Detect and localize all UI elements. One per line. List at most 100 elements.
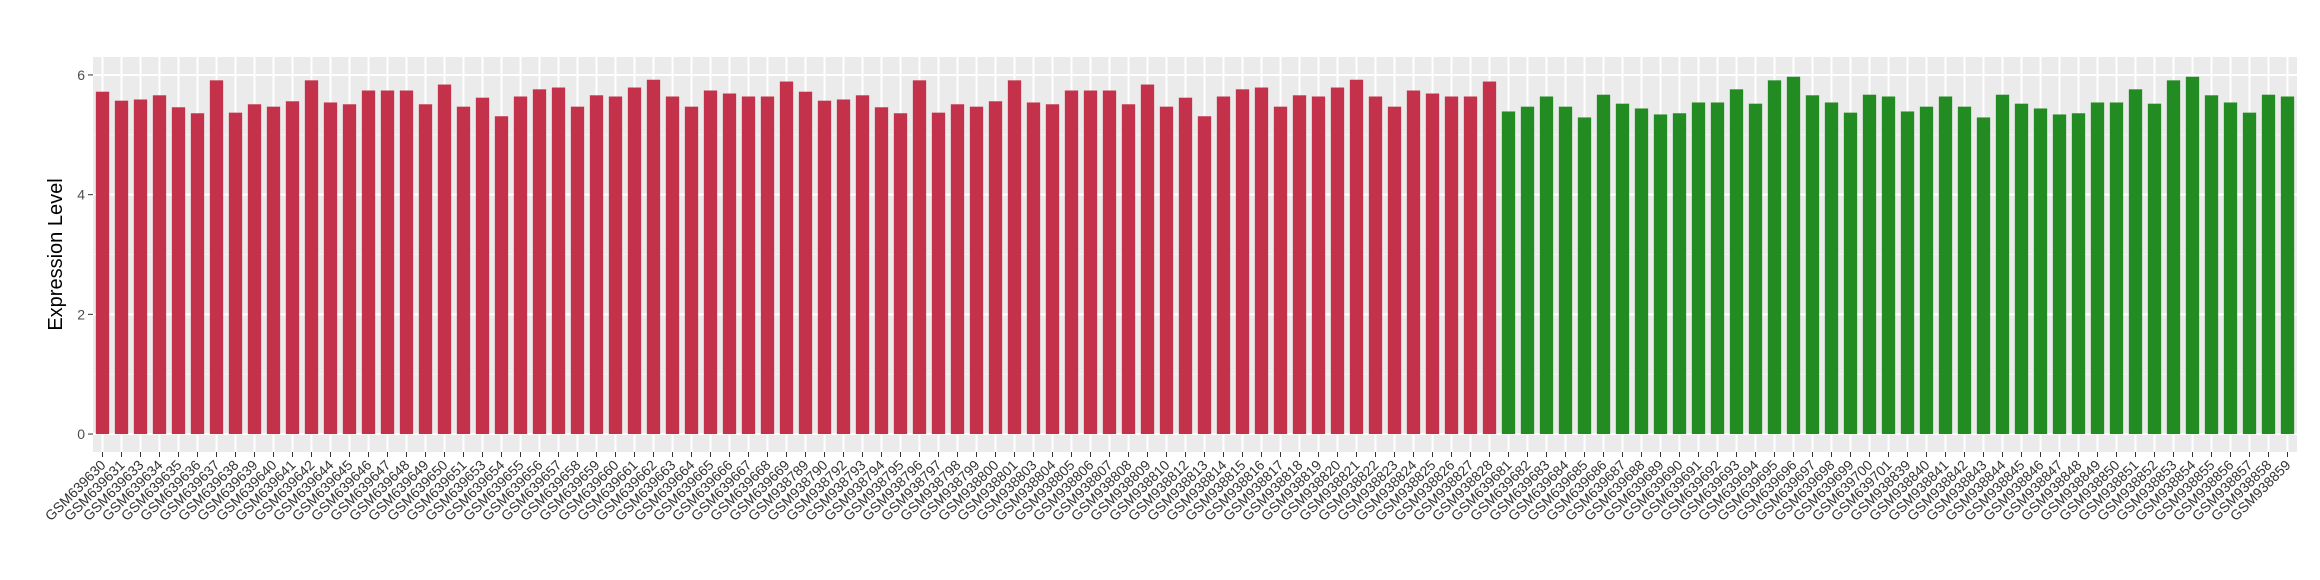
bar-GSM639683 [1539,96,1554,435]
bar-GSM938798 [950,104,965,435]
bar-GSM639689 [1653,114,1668,435]
bar-GSM938827 [1463,96,1478,435]
y-tick-label: 6 [77,67,85,83]
bar-GSM938853 [2166,80,2181,435]
bar-GSM938819 [1311,96,1326,435]
bar-GSM639692 [1710,102,1725,435]
bar-GSM938813 [1197,116,1212,435]
bar-GSM938821 [1349,79,1364,435]
bar-GSM639653 [475,97,490,435]
bar-GSM639695 [1767,80,1782,435]
bar-GSM639700 [1862,94,1877,435]
bar-GSM639697 [1805,95,1820,435]
bar-GSM639664 [684,106,699,435]
bar-GSM938825 [1425,93,1440,435]
y-axis: 0 2 4 6 [77,67,93,442]
bar-GSM938858 [2261,94,2276,435]
bar-GSM639644 [323,102,338,435]
bar-GSM639638 [228,112,243,435]
bar-GSM938854 [2185,76,2200,435]
bar-GSM639698 [1824,102,1839,435]
bar-GSM639630 [95,91,110,435]
x-axis: GSM639630GSM639631GSM639633GSM639634GSM6… [42,452,2294,524]
bar-GSM938817 [1273,106,1288,435]
bar-GSM639666 [722,93,737,435]
bar-GSM639693 [1729,89,1744,435]
bar-GSM938822 [1368,96,1383,435]
bar-GSM938810 [1159,106,1174,435]
bar-GSM938805 [1064,90,1079,435]
bar-GSM639699 [1843,112,1858,435]
bar-GSM639660 [608,96,623,435]
bar-GSM639649 [418,104,433,435]
bar-GSM639634 [152,95,167,435]
bar-GSM938792 [836,99,851,435]
bar-GSM938801 [1007,80,1022,435]
bar-GSM639646 [361,90,376,435]
bar-GSM639688 [1634,108,1649,435]
bar-GSM938790 [817,100,832,435]
bar-GSM639658 [570,106,585,435]
bar-GSM938851 [2128,89,2143,435]
bar-GSM639669 [779,81,794,435]
bar-GSM938824 [1406,90,1421,435]
bar-GSM639690 [1672,113,1687,435]
bar-GSM639684 [1558,106,1573,435]
bar-GSM639659 [589,95,604,435]
bar-GSM938808 [1121,104,1136,435]
bar-GSM938793 [855,95,870,435]
bar-GSM639633 [133,99,148,435]
bar-GSM938848 [2071,113,2086,435]
bar-GSM938818 [1292,95,1307,435]
bar-GSM938859 [2280,96,2295,435]
y-axis-title: Expression Level [45,178,67,330]
bar-GSM938847 [2052,114,2067,435]
bar-GSM938841 [1938,96,1953,435]
bar-GSM938812 [1178,97,1193,435]
bar-GSM639631 [114,100,129,435]
bar-GSM938816 [1254,87,1269,435]
bar-GSM639645 [342,104,357,435]
bar-GSM938857 [2242,112,2257,435]
bar-GSM639647 [380,90,395,435]
bar-GSM938850 [2109,102,2124,435]
bar-GSM938855 [2204,95,2219,435]
bar-GSM639657 [551,87,566,435]
bar-GSM639640 [266,106,281,435]
bars [95,76,2295,435]
bar-GSM938826 [1444,96,1459,435]
bar-GSM639685 [1577,117,1592,435]
bar-GSM938809 [1140,84,1155,435]
bar-GSM938844 [1995,94,2010,435]
bar-GSM639651 [456,106,471,435]
bar-GSM938846 [2033,108,2048,435]
bar-GSM639654 [494,116,509,435]
bar-GSM938799 [969,106,984,435]
bar-GSM639639 [247,104,262,435]
bar-GSM639686 [1596,94,1611,435]
bar-GSM639636 [190,113,205,435]
bar-GSM639637 [209,80,224,435]
bar-GSM938789 [798,91,813,435]
bar-GSM938820 [1330,87,1345,435]
bar-GSM639663 [665,96,680,435]
bar-GSM938796 [912,80,927,435]
bar-GSM938849 [2090,102,2105,435]
bar-GSM938797 [931,112,946,435]
bar-GSM938845 [2014,103,2029,435]
bar-GSM639667 [741,96,756,435]
y-tick-label: 0 [77,426,85,442]
bar-GSM938814 [1216,96,1231,435]
bar-GSM639681 [1501,111,1516,435]
y-tick-label: 4 [77,187,85,203]
bar-GSM639656 [532,89,547,435]
bar-GSM639696 [1786,76,1801,435]
bar-GSM938815 [1235,89,1250,435]
bar-GSM938800 [988,101,1003,435]
bar-GSM938842 [1957,106,1972,435]
bar-GSM639648 [399,90,414,435]
bar-GSM639668 [760,96,775,435]
bar-GSM938806 [1083,90,1098,435]
bar-GSM639641 [285,101,300,435]
bar-GSM938807 [1102,90,1117,435]
